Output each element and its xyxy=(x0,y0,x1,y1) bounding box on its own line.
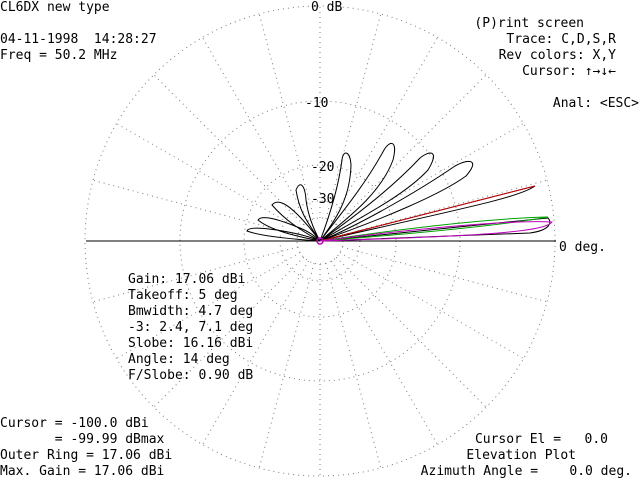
stat-angle: Angle: 14 deg xyxy=(128,352,230,367)
ring-label-minus30: -30 xyxy=(311,192,335,207)
azimuth-angle-readout: Azimuth Angle = 0.0 deg. xyxy=(420,464,632,479)
stat-slobe: Slobe: 16.16 dBi xyxy=(128,336,254,351)
stat-takeoff: Takeoff: 5 deg xyxy=(128,288,238,303)
stat-gain: Gain: 17.06 dBi xyxy=(128,272,246,287)
rev-colors-command[interactable]: Rev colors: X,Y xyxy=(498,48,616,63)
anal-command[interactable]: Anal: <ESC> xyxy=(552,96,639,111)
grid-spoke xyxy=(258,13,315,219)
ring-label-0db: 0 dB xyxy=(311,0,343,15)
antenna-title: CL6DX new type xyxy=(0,0,110,15)
trace-command[interactable]: Trace: C,D,S,R xyxy=(506,32,616,47)
compare-trace-red xyxy=(319,185,536,242)
plot-type-label: Elevation Plot xyxy=(466,448,576,463)
grid-spoke xyxy=(325,13,382,219)
grid-spoke xyxy=(202,37,309,222)
grid-spoke xyxy=(202,260,309,445)
ring-label-minus10: -10 xyxy=(305,96,329,111)
grid-spoke xyxy=(335,74,487,226)
grid-spoke xyxy=(342,246,548,303)
compare-trace-green xyxy=(319,216,549,242)
grid-spoke xyxy=(116,252,301,359)
grid-spoke xyxy=(116,123,301,230)
cursor-dbi-readout: Cursor = -100.0 dBi xyxy=(0,416,149,431)
pattern-traces xyxy=(246,143,553,242)
frequency: Freq = 50.2 MHz xyxy=(0,48,118,63)
grid-spoke xyxy=(92,179,298,236)
grid-spoke xyxy=(339,252,524,359)
grid-spoke xyxy=(335,256,487,408)
grid-spoke xyxy=(153,256,305,408)
timestamp: 04-11-1998 14:28:27 xyxy=(0,32,157,47)
cursor-dbmax-readout: = -99.99 dBmax xyxy=(0,432,165,447)
zero-deg-label: 0 deg. xyxy=(559,240,606,255)
ring-label-minus20: -20 xyxy=(311,160,335,175)
cursor-elevation-readout: Cursor El = 0.0 xyxy=(474,432,608,447)
grid-spoke xyxy=(325,263,382,469)
grid-spoke xyxy=(331,37,438,222)
grid-spoke xyxy=(258,263,315,469)
cursor-command[interactable]: Cursor: ↑→↓← xyxy=(522,64,616,79)
outer-ring-readout: Outer Ring = 17.06 dBi xyxy=(0,448,173,463)
plot-origin-marker xyxy=(316,237,324,245)
grid-spoke xyxy=(153,74,305,226)
stat-f-slobe: F/Slobe: 0.90 dB xyxy=(128,368,254,383)
grid-spoke xyxy=(92,246,298,303)
max-gain-readout: Max. Gain = 17.06 dBi xyxy=(0,464,165,479)
grid-spoke xyxy=(342,179,548,236)
compare-trace-magenta xyxy=(319,221,553,242)
stat-minus3db: -3: 2.4, 7.1 deg xyxy=(128,320,254,335)
main-pattern-trace xyxy=(246,143,551,242)
print-screen-command[interactable]: (P)rint screen xyxy=(474,16,584,31)
stat-beamwidth: Bmwidth: 4.7 deg xyxy=(128,304,254,319)
grid-spoke xyxy=(331,260,438,445)
